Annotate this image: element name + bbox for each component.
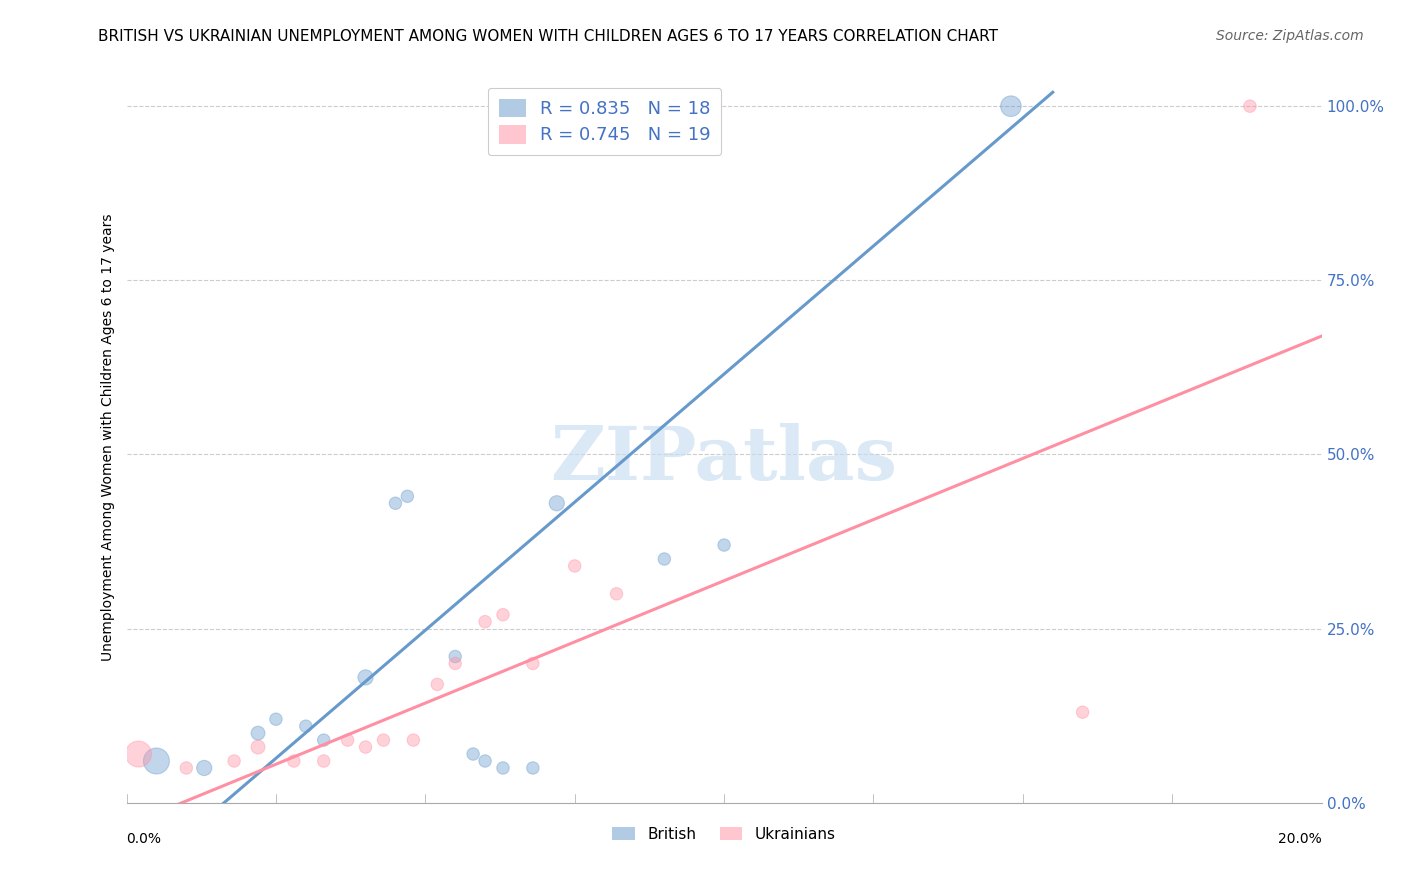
Point	[193, 761, 215, 775]
Point	[474, 615, 496, 629]
Point	[522, 761, 544, 775]
Point	[606, 587, 628, 601]
Point	[373, 733, 395, 747]
Point	[444, 657, 467, 671]
Point	[312, 754, 335, 768]
Point	[312, 733, 335, 747]
Point	[713, 538, 735, 552]
Point	[402, 733, 425, 747]
Point	[1071, 705, 1094, 719]
Point	[426, 677, 449, 691]
Point	[444, 649, 467, 664]
Point	[145, 754, 167, 768]
Point	[652, 552, 675, 566]
Text: 0.0%: 0.0%	[127, 832, 162, 846]
Point	[522, 657, 544, 671]
Point	[264, 712, 287, 726]
Point	[384, 496, 406, 510]
Point	[247, 740, 270, 755]
Text: BRITISH VS UKRAINIAN UNEMPLOYMENT AMONG WOMEN WITH CHILDREN AGES 6 TO 17 YEARS C: BRITISH VS UKRAINIAN UNEMPLOYMENT AMONG …	[98, 29, 998, 44]
Point	[283, 754, 305, 768]
Point	[222, 754, 246, 768]
Point	[546, 496, 568, 510]
Point	[1000, 99, 1022, 113]
Point	[461, 747, 484, 761]
Text: 20.0%: 20.0%	[1278, 832, 1322, 846]
Point	[492, 607, 515, 622]
Point	[336, 733, 359, 747]
Point	[1239, 99, 1261, 113]
Point	[127, 747, 149, 761]
Point	[396, 489, 419, 503]
Legend: British, Ukrainians: British, Ukrainians	[606, 821, 842, 847]
Text: Source: ZipAtlas.com: Source: ZipAtlas.com	[1216, 29, 1364, 43]
Point	[294, 719, 316, 733]
Point	[564, 558, 586, 573]
Point	[474, 754, 496, 768]
Y-axis label: Unemployment Among Women with Children Ages 6 to 17 years: Unemployment Among Women with Children A…	[101, 213, 115, 661]
Point	[174, 761, 197, 775]
Point	[354, 670, 377, 684]
Point	[492, 761, 515, 775]
Text: ZIPatlas: ZIPatlas	[551, 423, 897, 496]
Point	[354, 740, 377, 755]
Point	[247, 726, 270, 740]
